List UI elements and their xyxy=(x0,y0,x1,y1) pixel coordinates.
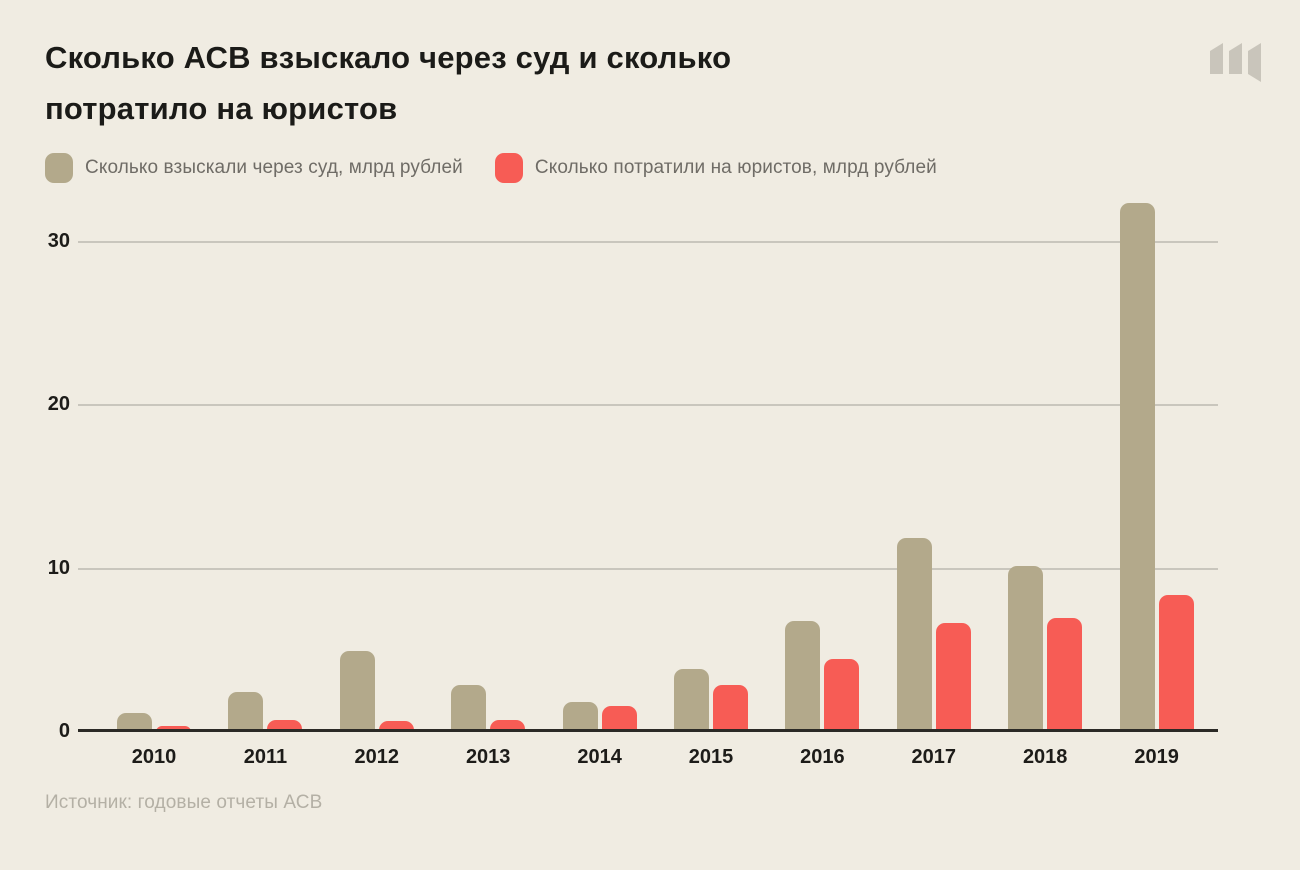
bar-spent-2013 xyxy=(490,719,526,732)
legend: Сколько взыскали через суд, млрд рублей … xyxy=(45,153,937,183)
x-axis-label-2012: 2012 xyxy=(354,746,400,768)
x-axis-label-2010: 2010 xyxy=(131,746,177,768)
x-axis-label-2014: 2014 xyxy=(577,746,622,768)
meduza-m-logo-icon xyxy=(1210,43,1261,82)
bar-group-2018 xyxy=(1008,565,1083,732)
bar-recovered-2011 xyxy=(228,691,264,732)
bar-group-2017 xyxy=(896,538,971,732)
x-axis-label-2019: 2019 xyxy=(1134,746,1179,768)
bar-recovered-2014 xyxy=(562,701,598,732)
bar-spent-2015 xyxy=(713,685,748,732)
legend-swatch-recovered-icon xyxy=(45,153,73,183)
bar-group-2019 xyxy=(1119,202,1194,732)
page-title-line-1: Сколько АСВ взыскало через суд и сколько xyxy=(45,40,732,75)
bar-chart-plot-area: 2010 2011 2012 2013 2014 2015 2016 2017 2018 2019 xyxy=(78,200,1218,768)
x-axis-label-2015: 2015 xyxy=(688,746,734,768)
bar-spent-2017 xyxy=(935,623,971,732)
bar-group-2015 xyxy=(674,668,748,732)
legend-label-spent: Сколько потратили на юристов, млрд рубле… xyxy=(534,157,937,178)
bar-recovered-2012 xyxy=(339,650,375,732)
bar-recovered-2017 xyxy=(896,538,932,732)
bar-spent-2011 xyxy=(267,719,303,732)
legend-swatch-spent-icon xyxy=(494,153,523,183)
bar-group-2016 xyxy=(785,621,860,732)
bar-group-2013 xyxy=(451,685,526,732)
bar-group-2011 xyxy=(228,691,303,732)
gridline-y-20 xyxy=(78,404,1218,406)
bar-recovered-2016 xyxy=(785,621,821,732)
y-axis-tick-label-0: 0 xyxy=(58,720,70,742)
bar-spent-2018 xyxy=(1047,618,1083,732)
x-axis-label-2017: 2017 xyxy=(911,746,957,768)
bar-spent-2016 xyxy=(824,659,860,732)
gridline-y-10 xyxy=(78,567,1218,570)
bar-group-2012 xyxy=(339,650,414,732)
y-axis-tick-label-30: 30 xyxy=(47,229,70,252)
source-note: Источник: годовые отчеты АСВ xyxy=(45,792,323,813)
bar-spent-2012 xyxy=(378,721,414,732)
bar-recovered-2013 xyxy=(451,685,487,732)
x-axis-label-2016: 2016 xyxy=(800,746,845,768)
bar-recovered-2018 xyxy=(1008,565,1044,732)
x-axis-label-2011: 2011 xyxy=(243,746,288,768)
legend-label-recovered: Сколько взыскали через суд, млрд рублей xyxy=(85,157,463,178)
page-title-line-2: потратило на юристов xyxy=(45,91,398,126)
legend-item-spent: Сколько потратили на юристов, млрд рубле… xyxy=(494,153,937,183)
bar-recovered-2019 xyxy=(1119,202,1155,732)
bar-recovered-2015 xyxy=(674,668,709,732)
page-title: Сколько АСВ взыскало через суд и сколько… xyxy=(45,32,965,134)
bar-spent-2014 xyxy=(601,706,637,732)
x-axis-label-2013: 2013 xyxy=(465,746,511,768)
y-axis-tick-label-20: 20 xyxy=(47,393,70,415)
y-axis-tick-label-10: 10 xyxy=(47,556,70,579)
gridline-y-30 xyxy=(78,240,1218,243)
bar-group-2014 xyxy=(562,701,637,732)
legend-item-recovered: Сколько взыскали через суд, млрд рублей xyxy=(45,153,463,183)
x-axis-line xyxy=(78,729,1218,732)
bar-recovered-2010 xyxy=(117,713,152,732)
x-axis-label-2018: 2018 xyxy=(1022,746,1068,768)
bar-spent-2019 xyxy=(1158,595,1194,732)
